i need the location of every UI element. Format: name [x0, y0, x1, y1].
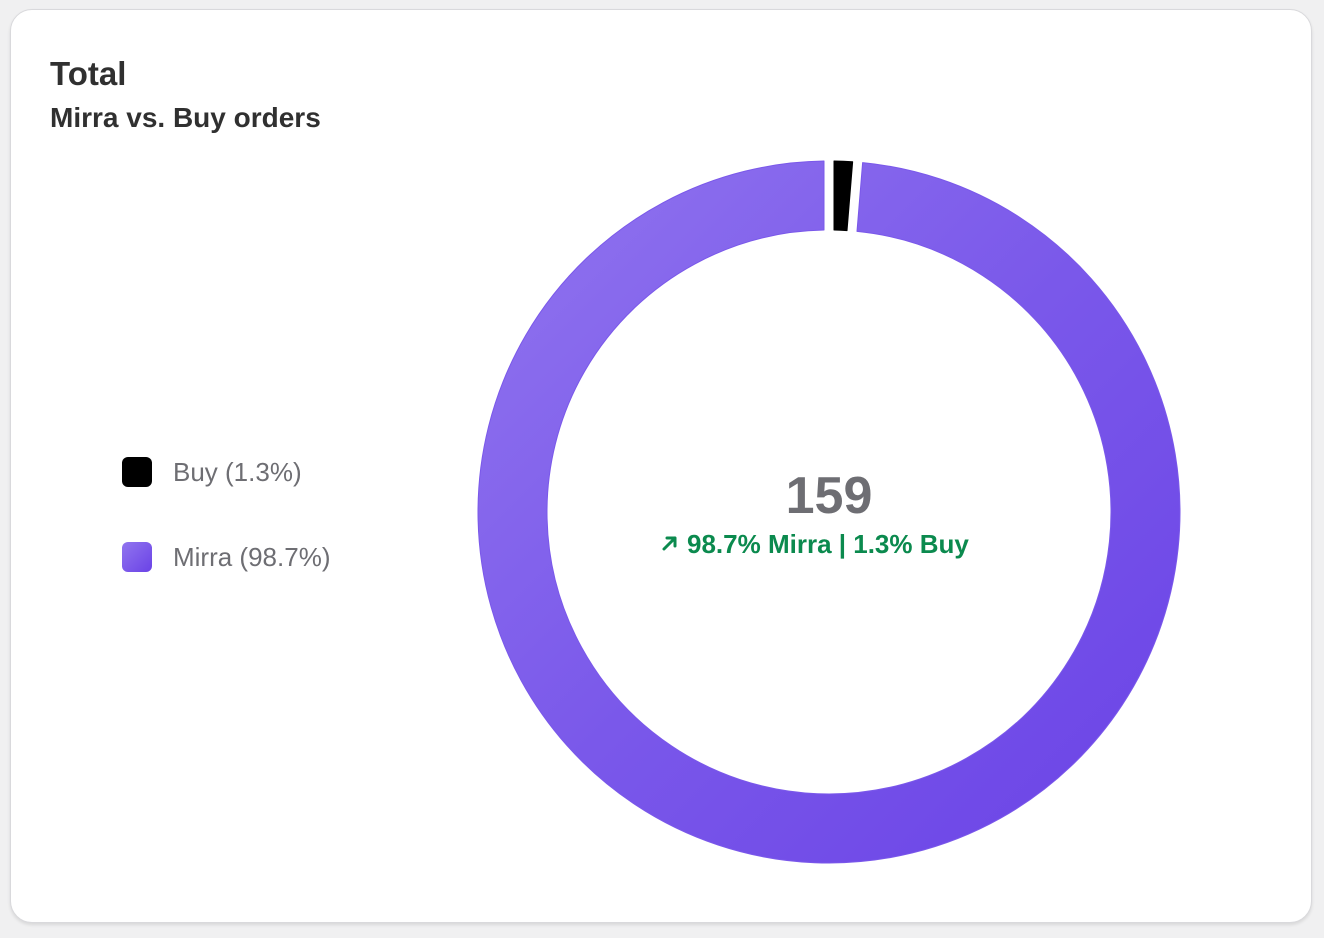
arrow-up-right-icon: [662, 536, 677, 551]
center-trend: 98.7% Mirra | 1.3% Buy: [662, 529, 969, 559]
legend-label-buy: Buy (1.3%): [173, 456, 302, 487]
legend-item-buy[interactable]: Buy (1.3%): [122, 452, 442, 492]
chart-legend: Buy (1.3%) Mirra (98.7%): [122, 452, 442, 622]
legend-label-mirra: Mirra (98.7%): [173, 541, 331, 572]
legend-swatch-buy: [122, 457, 152, 487]
slice-mirra[interactable]: [477, 160, 1181, 864]
donut-slices: [477, 160, 1181, 864]
center-trend-text: 98.7% Mirra | 1.3% Buy: [687, 529, 969, 559]
legend-item-mirra[interactable]: Mirra (98.7%): [122, 537, 442, 577]
legend-swatch-mirra: [122, 542, 152, 572]
chart-card: Total Mirra vs. Buy orders Buy (1.3%) Mi…: [10, 9, 1312, 923]
card-subtitle: Mirra vs. Buy orders: [50, 102, 321, 133]
donut-chart: 159 98.7% Mirra | 1.3% Buy: [477, 160, 1181, 864]
center-total-value: 159: [786, 467, 873, 525]
slice-buy[interactable]: [833, 160, 854, 232]
card-title: Total: [50, 55, 127, 92]
